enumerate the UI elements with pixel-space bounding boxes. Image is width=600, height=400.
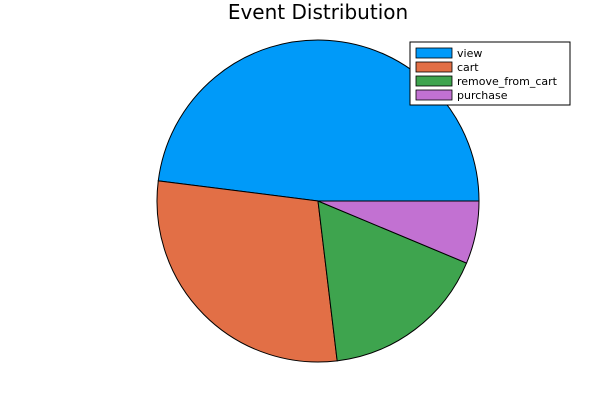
legend-swatch-cart xyxy=(415,61,453,73)
chart-title: Event Distribution xyxy=(228,0,408,24)
legend-label-purchase: purchase xyxy=(457,89,508,102)
legend-label-remove-from-cart: remove_from_cart xyxy=(457,75,558,88)
legend-label-view: view xyxy=(457,47,482,60)
pie-slice-purchase xyxy=(317,200,480,264)
pie-slices xyxy=(156,39,480,363)
pie-slice-cart xyxy=(156,180,338,363)
legend-swatch-remove-from-cart xyxy=(415,75,453,87)
pie-slice-view xyxy=(157,39,480,202)
legend-swatch-purchase xyxy=(415,89,453,101)
legend-label-cart: cart xyxy=(457,61,479,74)
legend-swatch-view xyxy=(415,47,453,59)
pie-slice-remove-from-cart xyxy=(317,200,468,362)
